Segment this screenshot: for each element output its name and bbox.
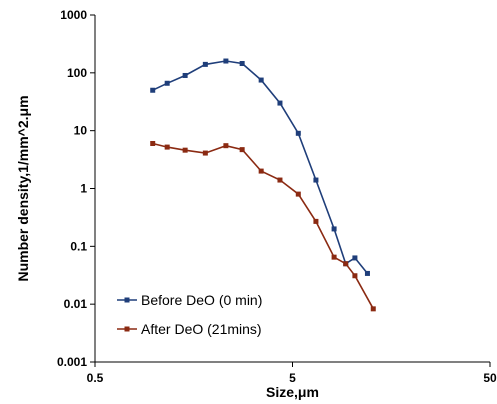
series-1-point — [313, 218, 319, 224]
x-tick-label: 50 — [483, 371, 497, 385]
y-tick-label: 10 — [74, 124, 88, 138]
y-axis-title: Number density,1/mm^2.μm — [15, 95, 31, 281]
series-1-point — [295, 191, 301, 197]
chart-series — [150, 58, 376, 312]
legend-label-before: Before DeO (0 min) — [141, 292, 262, 308]
series-0-point — [164, 80, 170, 86]
series-1-point — [223, 143, 229, 149]
y-tick-label: 1 — [80, 182, 87, 196]
series-0-point — [239, 61, 245, 67]
series-0-point — [182, 72, 188, 78]
series-0-point — [313, 177, 319, 183]
legend-item-after: After DeO (21mins) — [117, 321, 262, 337]
series-0-point — [331, 226, 337, 232]
series-0-point — [364, 270, 370, 276]
y-tick-label: 0.01 — [64, 297, 88, 311]
series-1-point — [164, 144, 170, 150]
series-0-point — [223, 58, 229, 64]
y-tick-label: 0.001 — [57, 355, 87, 369]
chart-axes — [94, 15, 490, 363]
x-axis-title: Size,μm — [266, 384, 319, 400]
series-0-point — [258, 77, 264, 83]
series-1-point — [182, 147, 188, 153]
chart-ticks: 0.001 0.01 0.1 1 10 100 1000 0.5 5 50 — [57, 8, 497, 385]
y-tick-label: 1000 — [60, 8, 87, 22]
x-tick-label: 5 — [289, 371, 296, 385]
legend-marker-after — [124, 326, 130, 332]
series-1-point — [202, 150, 208, 156]
series-1-point — [150, 140, 156, 146]
series-0-point — [202, 61, 208, 67]
series-line-1 — [152, 142, 374, 310]
x-tick-label: 0.5 — [87, 371, 104, 385]
series-line-0 — [152, 60, 369, 274]
series-1-point — [331, 254, 337, 260]
chart-legend: Before DeO (0 min) After DeO (21mins) — [117, 292, 262, 337]
series-1-point — [239, 147, 245, 153]
series-0-point — [150, 87, 156, 93]
legend-item-before: Before DeO (0 min) — [117, 292, 262, 308]
series-1-point — [352, 273, 358, 279]
legend-marker-before — [124, 297, 130, 303]
series-1-point — [343, 261, 349, 267]
series-0-point — [352, 255, 358, 261]
legend-label-after: After DeO (21mins) — [141, 321, 262, 337]
y-tick-label: 100 — [67, 66, 87, 80]
series-1-point — [258, 168, 264, 174]
series-0-point — [295, 130, 301, 136]
series-0-point — [277, 100, 283, 106]
series-1-point — [277, 177, 283, 183]
y-tick-label: 0.1 — [70, 239, 87, 253]
series-1-point — [370, 306, 376, 312]
